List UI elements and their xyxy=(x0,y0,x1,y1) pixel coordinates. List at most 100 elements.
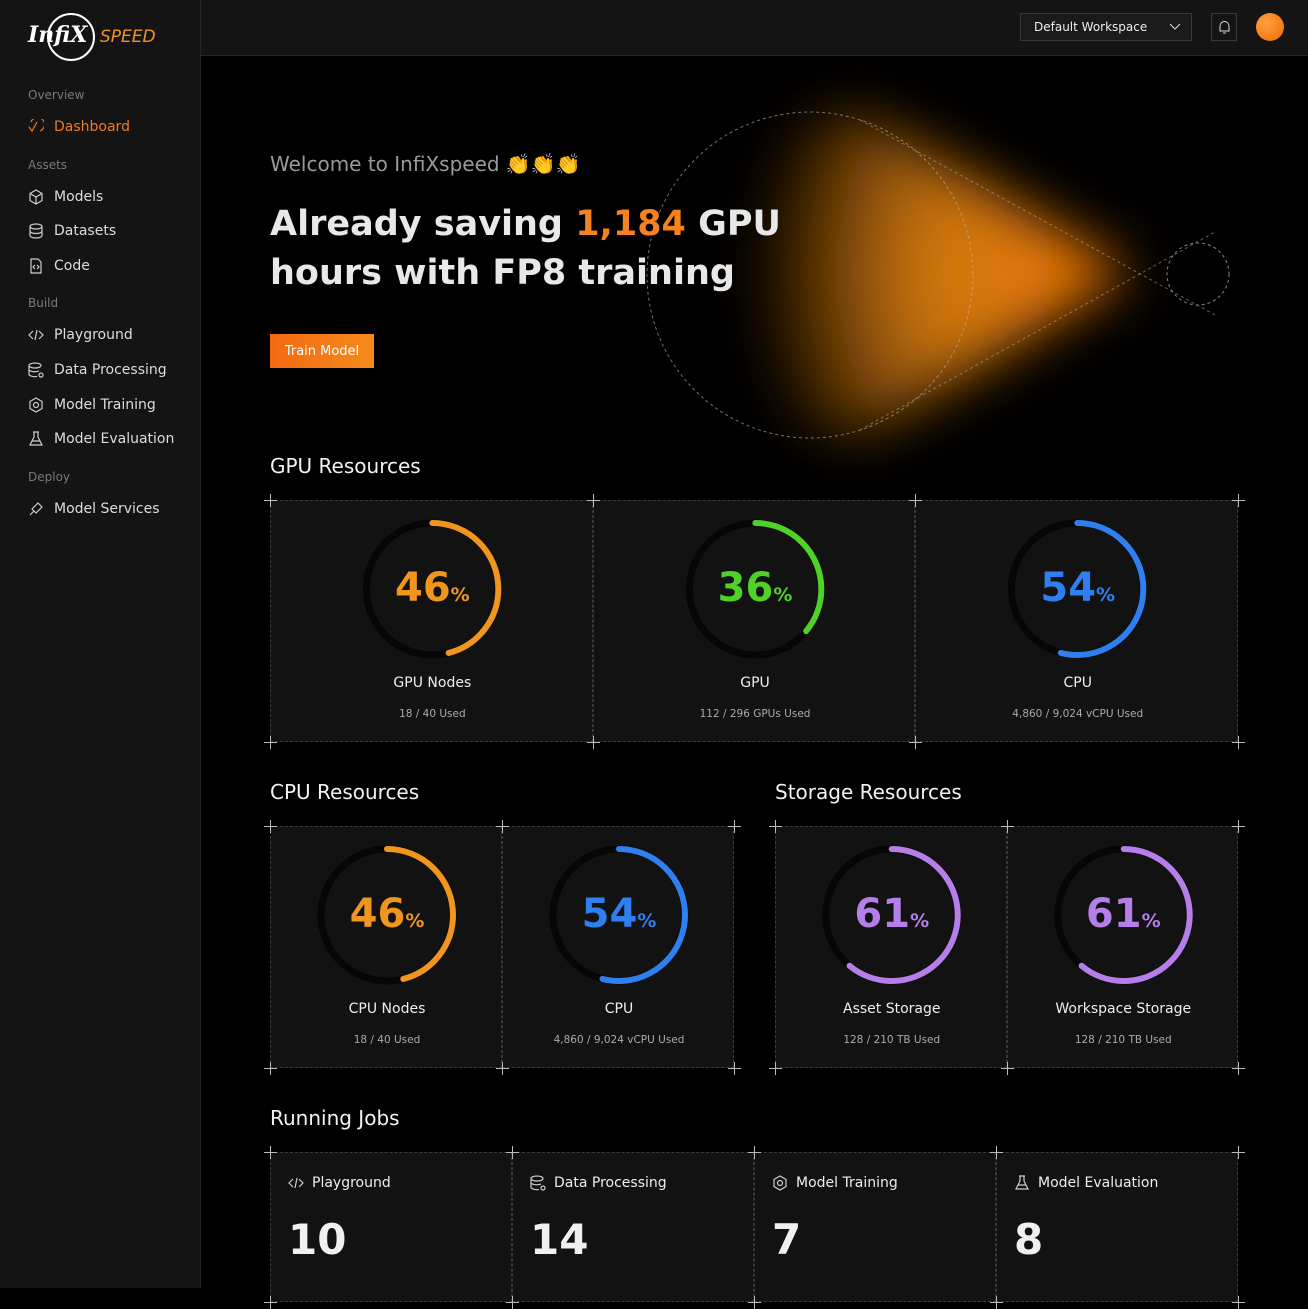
corner-mark xyxy=(506,1146,519,1159)
corner-mark xyxy=(748,1296,761,1309)
nav-section-title: Assets xyxy=(28,157,68,172)
corner-mark xyxy=(1232,1062,1245,1075)
gauge-detail: 112 / 296 GPUs Used xyxy=(699,708,811,720)
topbar: Default Workspace xyxy=(201,0,1308,56)
icon xyxy=(29,431,43,446)
gauge-arc xyxy=(363,520,502,658)
nav-label: Model Services xyxy=(54,500,160,517)
gauge-detail: 4,860 / 9,024 vCPU Used xyxy=(553,1034,685,1046)
section-title: Running Jobs xyxy=(270,1106,400,1130)
icon xyxy=(288,1177,304,1189)
nav-label: Models xyxy=(54,188,104,205)
gauge-value: 46% xyxy=(271,565,594,618)
gauge-detail: 128 / 210 TB Used xyxy=(843,1034,941,1046)
panel-cell: Model Training 7 xyxy=(754,1152,996,1302)
corner-mark xyxy=(264,736,277,749)
workspace-select[interactable]: Default Workspace xyxy=(1020,13,1192,41)
job-count: 7 xyxy=(772,1215,802,1264)
corner-mark xyxy=(1232,1296,1245,1309)
gauge xyxy=(549,845,689,985)
gauge-label: GPU Nodes xyxy=(393,675,472,691)
nav-item[interactable]: Model Services xyxy=(28,501,160,517)
corner-mark xyxy=(909,494,923,507)
gauge-label: GPU xyxy=(740,675,770,691)
headline: Already saving 1,184 GPU hours with FP8 … xyxy=(270,200,850,298)
nav-item[interactable]: Datasets xyxy=(28,223,116,239)
nav-item[interactable]: Playground xyxy=(28,327,133,343)
notifications-button[interactable] xyxy=(1211,13,1237,41)
job-count: 8 xyxy=(1014,1215,1044,1264)
corner-mark xyxy=(1232,1146,1245,1159)
nav-item[interactable]: Models xyxy=(28,189,103,205)
corner-mark xyxy=(264,494,277,507)
gauge-label: Asset Storage xyxy=(843,1001,941,1017)
gauge-value: 46% xyxy=(271,891,503,944)
icon xyxy=(28,119,44,133)
chevron xyxy=(1169,23,1181,30)
nav-item[interactable]: Code xyxy=(28,258,90,274)
gauge-number: 54 xyxy=(581,891,638,937)
nav-label: Data Processing xyxy=(54,362,167,378)
logo: InfiX SPEED xyxy=(26,12,176,62)
section-title: GPU Resources xyxy=(270,454,421,478)
corner-mark xyxy=(586,736,600,749)
nav-item[interactable]: Model Training xyxy=(28,397,156,413)
corner-mark xyxy=(264,1296,277,1309)
nav-label: Model Training xyxy=(54,396,156,413)
gauge-unit: % xyxy=(1141,910,1161,932)
panel-cell: 36% GPU 112 / 296 GPUs Used xyxy=(592,500,916,742)
gauge-label: CPU Nodes xyxy=(348,1001,426,1017)
job-count: 10 xyxy=(288,1215,347,1264)
nav-label: Code xyxy=(54,257,90,274)
nav-label: Model Evaluation xyxy=(54,431,175,448)
corner-mark xyxy=(264,1146,277,1159)
gauge xyxy=(1053,845,1193,985)
train-model-button[interactable]: Train Model xyxy=(270,334,374,368)
sidebar: InfiX SPEED Overview Dashboard Assets Model… xyxy=(0,0,201,1288)
gauge-detail: 18 / 40 Used xyxy=(353,1034,421,1046)
nav-item[interactable]: Data Processing xyxy=(28,362,167,378)
nav-section-title: Build xyxy=(28,296,59,311)
job-label: Data Processing xyxy=(554,1175,667,1191)
icon xyxy=(530,1175,546,1191)
gauge-detail: 128 / 210 TB Used xyxy=(1074,1034,1172,1046)
logo-mark: InfiX xyxy=(28,22,88,48)
panel-cell: Playground 10 xyxy=(270,1152,512,1302)
panel-cell: 61% Workspace Storage 128 / 210 TB Used xyxy=(1006,826,1240,1068)
gauge-detail: 18 / 40 Used xyxy=(399,708,466,720)
hero-graphic xyxy=(646,105,1230,445)
corner-mark xyxy=(264,820,277,833)
corner-mark xyxy=(1232,494,1246,507)
bell-icon xyxy=(1219,21,1230,34)
gauge-number: 61 xyxy=(1085,891,1142,937)
gauge-arc xyxy=(686,520,825,658)
gauge-label: CPU xyxy=(604,1001,634,1017)
job-label: Model Evaluation xyxy=(1038,1175,1159,1191)
corner-mark xyxy=(264,1062,277,1075)
gauge-value: 61% xyxy=(776,891,1008,944)
corner-mark xyxy=(728,820,741,833)
panel-cell: 46% GPU Nodes 18 / 40 Used xyxy=(270,500,593,742)
panel-cell: 54% CPU 4,860 / 9,024 vCPU Used xyxy=(502,826,734,1068)
nav-item[interactable]: Dashboard xyxy=(28,119,130,135)
corner-mark xyxy=(909,736,923,749)
nav-label: Dashboard xyxy=(54,119,130,135)
icon xyxy=(29,396,43,413)
corner-mark xyxy=(748,1146,761,1159)
gauge-value: 61% xyxy=(1008,891,1240,944)
nav-item[interactable]: Model Evaluation xyxy=(28,431,174,447)
gauge-arc xyxy=(1054,846,1193,984)
logo-ring xyxy=(47,13,95,61)
gauge-number: 61 xyxy=(854,891,911,937)
corner-mark xyxy=(586,494,600,507)
icon xyxy=(28,362,44,378)
gauge-label: CPU xyxy=(1063,675,1092,691)
corner-mark xyxy=(769,1062,782,1075)
icon xyxy=(29,188,43,205)
corner-mark xyxy=(1000,1062,1014,1075)
gauge xyxy=(685,519,825,659)
avatar[interactable] xyxy=(1256,13,1284,41)
icon xyxy=(1015,1175,1029,1190)
gauge-unit: % xyxy=(1096,584,1116,606)
gauge-arc xyxy=(1008,520,1147,658)
